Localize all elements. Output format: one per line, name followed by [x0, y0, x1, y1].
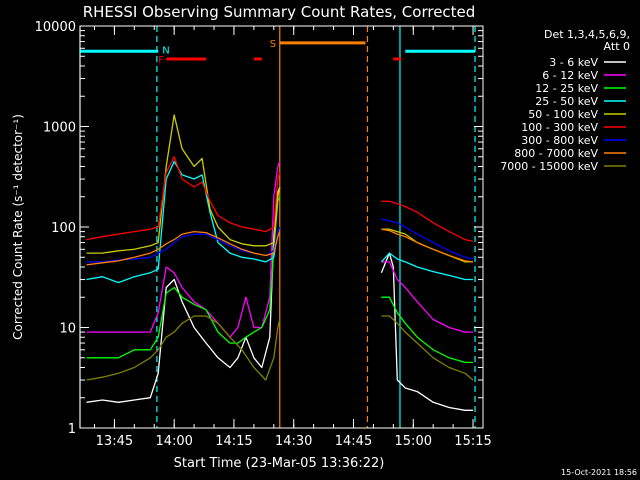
flag-n-label: N	[162, 45, 169, 56]
series-6-12-kev-segment-0	[86, 161, 281, 338]
y-tick-label: 1	[68, 422, 76, 437]
flag-f-label: F	[158, 55, 164, 66]
legend-label-300-800-kev: 300 - 800 keV	[521, 134, 598, 147]
series-3-6-kev-segment-0	[86, 186, 281, 403]
legend-header-line-0: Det 1,3,4,5,6,9,	[544, 28, 630, 41]
legend-label-7000-15000-kev: 7000 - 15000 keV	[500, 160, 598, 173]
legend-label-800-7000-kev: 800 - 7000 keV	[514, 147, 598, 160]
x-tick-label: 14:00	[155, 434, 192, 449]
legend-label-3-6-kev: 3 - 6 keV	[549, 56, 598, 69]
series-800-7000-kev-segment-0	[86, 230, 281, 266]
x-axis: 13:45 14:00 14:15 14:30 14:45 15:00 15:15	[93, 26, 492, 449]
series-300-800-kev-segment-0	[86, 226, 281, 263]
plot-area: NF S	[79, 26, 476, 428]
series-12-25-kev-segment-0	[86, 196, 281, 359]
legend-header-line-1: Att 0	[604, 40, 630, 53]
x-tick-label: 14:15	[215, 434, 252, 449]
x-axis-label: Start Time (23-Mar-05 13:36:22)	[174, 456, 385, 471]
x-tick-label: 14:45	[335, 434, 372, 449]
series-100-300-kev-segment-0	[86, 156, 281, 241]
series-6-12-kev-segment-1	[381, 261, 473, 333]
x-tick-label: 15:00	[395, 434, 432, 449]
legend-label-100-300-kev: 100 - 300 keV	[521, 121, 598, 134]
series-7000-15000-kev-segment-1	[381, 315, 474, 381]
legend-label-50-100-kev: 50 - 100 keV	[528, 108, 598, 121]
series-12-25-kev-segment-1	[381, 296, 473, 364]
legend-label-12-25-kev: 12 - 25 keV	[535, 82, 598, 95]
y-tick-label: 1000	[43, 121, 76, 136]
flag-s-label: S	[270, 39, 276, 50]
series-3-6-kev-segment-1	[380, 252, 473, 411]
chart-title: RHESSI Observing Summary Count Rates, Co…	[83, 3, 476, 21]
legend-label-6-12-kev: 6 - 12 keV	[542, 69, 598, 82]
x-tick-label: 14:30	[275, 434, 312, 449]
y-axis: 1 10 100 1000 10000	[35, 20, 483, 437]
x-tick-label: 15:15	[454, 434, 491, 449]
series-25-50-kev-segment-0	[86, 160, 281, 284]
series-25-50-kev-segment-1	[380, 252, 473, 281]
timestamp: 15-Oct-2021 18:56	[561, 468, 637, 477]
plot-frame	[79, 25, 484, 429]
y-tick-label: 100	[51, 221, 76, 236]
series-800-7000-kev-segment-1	[381, 228, 474, 263]
series-100-300-kev-segment-1	[381, 200, 474, 242]
x-tick-label: 13:45	[96, 434, 133, 449]
series-7000-15000-kev-segment-0	[86, 315, 281, 381]
y-tick-label: 10000	[35, 20, 76, 35]
y-tick-label: 10	[59, 322, 76, 337]
series-300-800-kev-segment-1	[381, 218, 474, 260]
legend-label-25-50-kev: 25 - 50 keV	[535, 95, 598, 108]
y-axis-label: Corrected Count Rate (s⁻¹ detector⁻¹)	[11, 114, 25, 340]
series-50-100-kev-segment-0	[86, 114, 281, 254]
